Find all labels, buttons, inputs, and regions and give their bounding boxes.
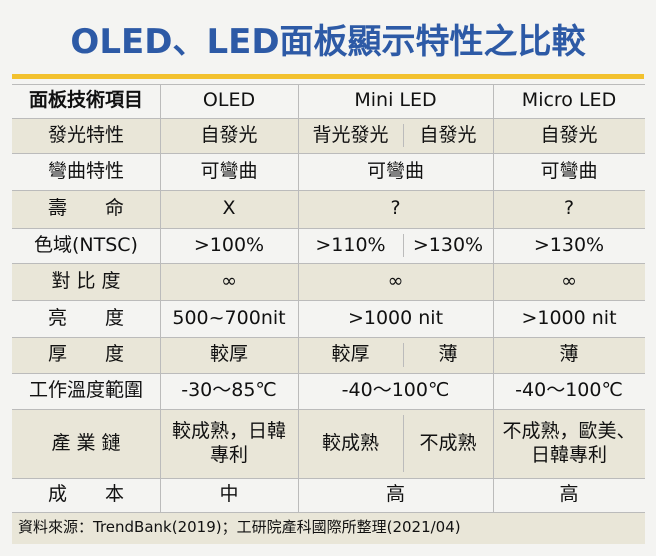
source-note: 資料來源：TrendBank(2019)；工研院產科國際所整理(2021/04) xyxy=(18,518,461,536)
row-shade xyxy=(12,263,645,300)
table-cell: 高 xyxy=(385,483,405,506)
table-cell: 背光發光 xyxy=(312,123,389,146)
table-cell: 自發光 xyxy=(419,123,477,146)
row-line xyxy=(12,118,645,119)
row-label: 色域(NTSC) xyxy=(34,233,138,256)
row-line xyxy=(12,153,645,154)
table-cell: 薄 xyxy=(438,343,458,366)
row-label: 壽 命 xyxy=(47,197,124,220)
table-cell: -30～85℃ xyxy=(181,379,277,402)
row-label: 亮 度 xyxy=(47,306,124,329)
table-cell: 較成熟，日韓專利 xyxy=(171,419,286,466)
table-cell: ? xyxy=(390,197,401,220)
row-line xyxy=(12,263,645,264)
row-line xyxy=(12,300,645,301)
table-cell: ? xyxy=(563,197,575,220)
row-line xyxy=(12,190,645,191)
table-cell: X xyxy=(222,197,236,220)
row-label: 產 業 鏈 xyxy=(51,431,121,454)
row-label: 厚 度 xyxy=(47,343,124,366)
row-line xyxy=(12,337,645,338)
row-shade xyxy=(12,118,645,153)
row-label: 對 比 度 xyxy=(51,269,121,292)
title: OLED、LED面板顯示特性之比較 xyxy=(70,22,586,62)
column-header: 面板技術項目 xyxy=(28,89,143,112)
table-cell: 不成熟，歐美、日韓專利 xyxy=(502,419,636,466)
table-cell: -40～100℃ xyxy=(515,379,623,402)
table-cell: >110% xyxy=(315,233,386,256)
table-cell: 中 xyxy=(219,483,239,506)
table-cell: 較厚 xyxy=(331,343,370,366)
row-shade xyxy=(12,190,645,228)
table-cell: 較成熟 xyxy=(321,431,379,454)
table-cell: 自發光 xyxy=(200,123,258,146)
row-label: 成 本 xyxy=(47,483,124,506)
split-line xyxy=(403,124,404,147)
row-line xyxy=(12,409,645,410)
table-cell: >130% xyxy=(412,233,484,256)
table-cell: >1000 nit xyxy=(347,306,444,329)
row-line xyxy=(12,84,645,85)
column-header: Mini LED xyxy=(354,89,437,112)
table-cell: 500~700nit xyxy=(172,306,286,329)
table-cell: 自發光 xyxy=(540,123,598,146)
row-line xyxy=(12,373,645,374)
table-cell: 較厚 xyxy=(209,343,248,366)
table-cell: 可彎曲 xyxy=(366,159,424,182)
split-line xyxy=(403,415,404,472)
row-line xyxy=(12,512,645,513)
split-line xyxy=(403,343,404,367)
title-underline xyxy=(12,74,644,79)
column-line xyxy=(298,84,299,512)
table-cell: 可彎曲 xyxy=(540,159,598,182)
table-cell: 高 xyxy=(559,483,579,506)
row-line xyxy=(12,228,645,229)
column-line xyxy=(160,84,161,512)
row-shade xyxy=(12,409,645,478)
column-header: OLED xyxy=(202,89,256,112)
row-label: 工作溫度範圍 xyxy=(28,379,143,402)
row-shade xyxy=(12,337,645,373)
source-shade xyxy=(12,512,645,544)
split-line xyxy=(403,234,404,257)
column-line xyxy=(493,84,494,512)
table-cell: >100% xyxy=(193,233,265,256)
table-cell: 可彎曲 xyxy=(200,159,258,182)
table-cell: >1000 nit xyxy=(521,306,617,329)
row-line xyxy=(12,478,645,479)
table-cell: ∞ xyxy=(561,269,577,292)
table-cell: >130% xyxy=(533,233,605,256)
row-label: 發光特性 xyxy=(47,123,124,146)
row-label: 彎曲特性 xyxy=(47,159,124,182)
table-cell: 薄 xyxy=(559,343,579,366)
column-header: Micro LED xyxy=(521,89,617,112)
table-cell: ∞ xyxy=(387,269,404,292)
table-cell: 不成熟 xyxy=(419,431,477,454)
table-cell: -40～100℃ xyxy=(341,379,450,402)
table-cell: ∞ xyxy=(221,269,237,292)
